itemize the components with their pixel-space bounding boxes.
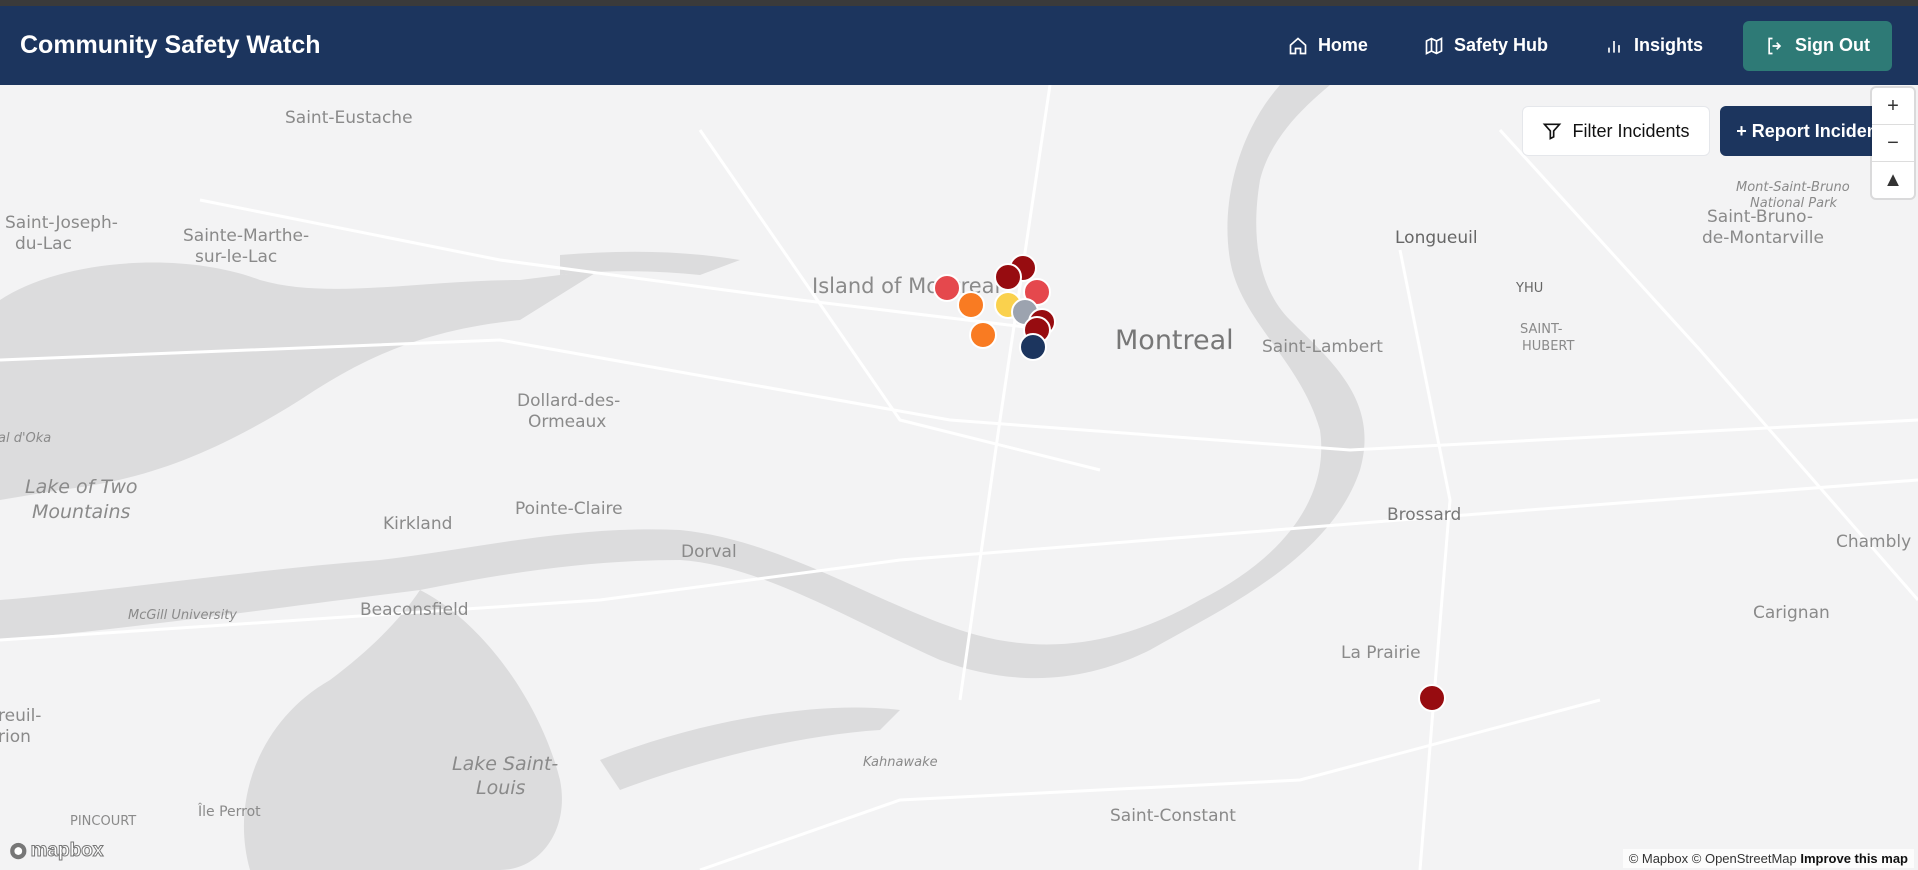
svg-text:Lake of Two: Lake of Two	[25, 476, 138, 498]
nav-home[interactable]: Home	[1260, 35, 1396, 56]
svg-text:Lake Saint-: Lake Saint-	[452, 753, 558, 775]
mapbox-logo-icon: ◉	[10, 840, 28, 862]
svg-text:SAINT-: SAINT-	[1520, 322, 1563, 337]
nav-safety-hub-label: Safety Hub	[1453, 35, 1548, 55]
svg-text:Dorval: Dorval	[681, 542, 737, 562]
map-controls: + − ▲	[1872, 88, 1914, 198]
mapbox-link[interactable]: © Mapbox	[1628, 851, 1689, 866]
mapbox-logo-text: mapbox	[30, 839, 104, 861]
svg-text:YHU: YHU	[1515, 281, 1543, 296]
svg-text:PINCOURT: PINCOURT	[70, 814, 136, 829]
report-incident-button[interactable]: + Report Incident	[1720, 106, 1900, 156]
sign-out-button[interactable]: Sign Out	[1743, 20, 1892, 71]
svg-text:de-Montarville: de-Montarville	[1702, 228, 1824, 248]
svg-text:du-Lac: du-Lac	[15, 234, 72, 254]
svg-text:La Prairie: La Prairie	[1341, 643, 1421, 663]
svg-text:reuil-: reuil-	[0, 706, 41, 726]
incident-marker-critical[interactable]	[1418, 684, 1446, 712]
nav-home-label: Home	[1317, 35, 1368, 55]
incident-marker-medium[interactable]	[969, 321, 997, 349]
incident-markers	[933, 254, 1446, 712]
map-labels: Saint-Eustache Saint-Joseph- du-Lac Sain…	[0, 108, 1911, 829]
svg-text:Brossard: Brossard	[1387, 505, 1461, 525]
svg-text:Saint-Joseph-: Saint-Joseph-	[5, 213, 118, 233]
compass-button[interactable]: ▲	[1883, 168, 1903, 191]
filter-icon	[1543, 123, 1562, 140]
svg-text:Saint-Constant: Saint-Constant	[1110, 806, 1236, 826]
svg-text:Montreal: Montreal	[1115, 325, 1234, 356]
incident-marker-other[interactable]	[1019, 333, 1047, 361]
app-header: Community Safety Watch Home Safety Hub I…	[0, 6, 1918, 85]
mapbox-logo[interactable]: ◉ mapbox	[10, 839, 104, 862]
nav-insights-label: Insights	[1633, 35, 1703, 55]
nav-insights[interactable]: Insights	[1576, 35, 1731, 56]
water	[0, 85, 1365, 870]
svg-text:Mountains: Mountains	[32, 501, 131, 523]
nav-safety-hub[interactable]: Safety Hub	[1396, 35, 1576, 56]
incident-marker-high[interactable]	[933, 274, 961, 302]
sign-out-label: Sign Out	[1795, 35, 1870, 55]
osm-link[interactable]: © OpenStreetMap	[1691, 851, 1797, 866]
filter-incidents-button[interactable]: Filter Incidents	[1522, 106, 1710, 156]
svg-text:Saint-Eustache: Saint-Eustache	[285, 108, 413, 128]
svg-text:Ormeaux: Ormeaux	[528, 412, 606, 432]
bar-chart-icon	[1608, 40, 1620, 53]
svg-text:McGill University: McGill University	[128, 608, 237, 623]
filter-label: Filter Incidents	[1572, 120, 1690, 141]
svg-text:Saint-Lambert: Saint-Lambert	[1262, 337, 1383, 357]
svg-text:Carignan: Carignan	[1753, 603, 1830, 623]
improve-map-link[interactable]: Improve this map	[1800, 851, 1908, 866]
svg-text:Dollard-des-: Dollard-des-	[517, 391, 620, 411]
svg-text:Mont-Saint-Bruno: Mont-Saint-Bruno	[1736, 180, 1850, 195]
roads	[0, 85, 1918, 870]
svg-text:Chambly: Chambly	[1836, 532, 1911, 552]
window-top-bar	[0, 0, 1918, 6]
svg-text:al d'Oka: al d'Oka	[0, 431, 51, 446]
sign-out-icon	[1768, 37, 1782, 54]
svg-text:Beaconsfield: Beaconsfield	[360, 600, 469, 620]
svg-text:Kahnawake: Kahnawake	[863, 755, 938, 770]
map-attribution: © Mapbox © OpenStreetMap Improve this ma…	[1622, 849, 1914, 868]
main-nav: Home Safety Hub Insights Sign Out	[1260, 20, 1898, 71]
svg-text:Louis: Louis	[476, 777, 526, 799]
map-icon	[1425, 36, 1443, 55]
incident-marker-critical[interactable]	[994, 263, 1022, 291]
home-icon	[1289, 36, 1307, 54]
svg-text:rion: rion	[0, 727, 31, 747]
svg-text:National Park: National Park	[1750, 196, 1837, 211]
zoom-in-button[interactable]: +	[1872, 88, 1914, 125]
svg-text:sur-le-Lac: sur-le-Lac	[195, 247, 277, 267]
svg-text:Sainte-Marthe-: Sainte-Marthe-	[183, 226, 309, 246]
incident-marker-medium[interactable]	[957, 291, 985, 319]
svg-text:Saint-Bruno-: Saint-Bruno-	[1707, 207, 1813, 227]
svg-text:Longueuil: Longueuil	[1395, 228, 1478, 248]
svg-text:Kirkland: Kirkland	[383, 514, 452, 534]
svg-text:Pointe-Claire: Pointe-Claire	[515, 499, 623, 519]
app-title[interactable]: Community Safety Watch	[20, 31, 321, 59]
zoom-out-button[interactable]: −	[1872, 125, 1914, 162]
incident-map[interactable]: Saint-Eustache Saint-Joseph- du-Lac Sain…	[0, 85, 1918, 870]
svg-text:Île Perrot: Île Perrot	[197, 802, 261, 820]
svg-text:HUBERT: HUBERT	[1522, 339, 1575, 354]
